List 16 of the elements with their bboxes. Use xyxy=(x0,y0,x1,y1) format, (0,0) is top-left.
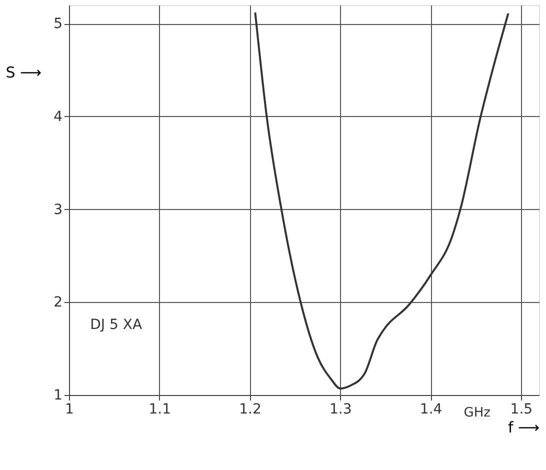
x-tick-label: 1.3 xyxy=(330,402,352,418)
y-tick-label: 5 xyxy=(54,16,62,32)
y-tick-label: 4 xyxy=(54,108,63,125)
annotation: DJ 5 XA xyxy=(90,316,142,333)
line-series xyxy=(254,11,510,390)
y-tick-label: 3 xyxy=(54,202,62,218)
x-tick-label: 1 xyxy=(65,402,74,418)
y-tick-label: 1 xyxy=(54,388,62,404)
x-tick-label: 1.5 xyxy=(510,402,533,418)
x-tick-label: 1.2 xyxy=(239,402,262,418)
y-tick-label: 2 xyxy=(54,294,62,311)
x-tick-label: 1.1 xyxy=(148,402,172,418)
x-tick-label: 1.4 xyxy=(420,402,442,418)
y-axis-title: S ⟶ xyxy=(6,64,42,82)
x-axis-title: f ⟶ xyxy=(508,418,540,436)
text: GHz xyxy=(464,406,491,421)
